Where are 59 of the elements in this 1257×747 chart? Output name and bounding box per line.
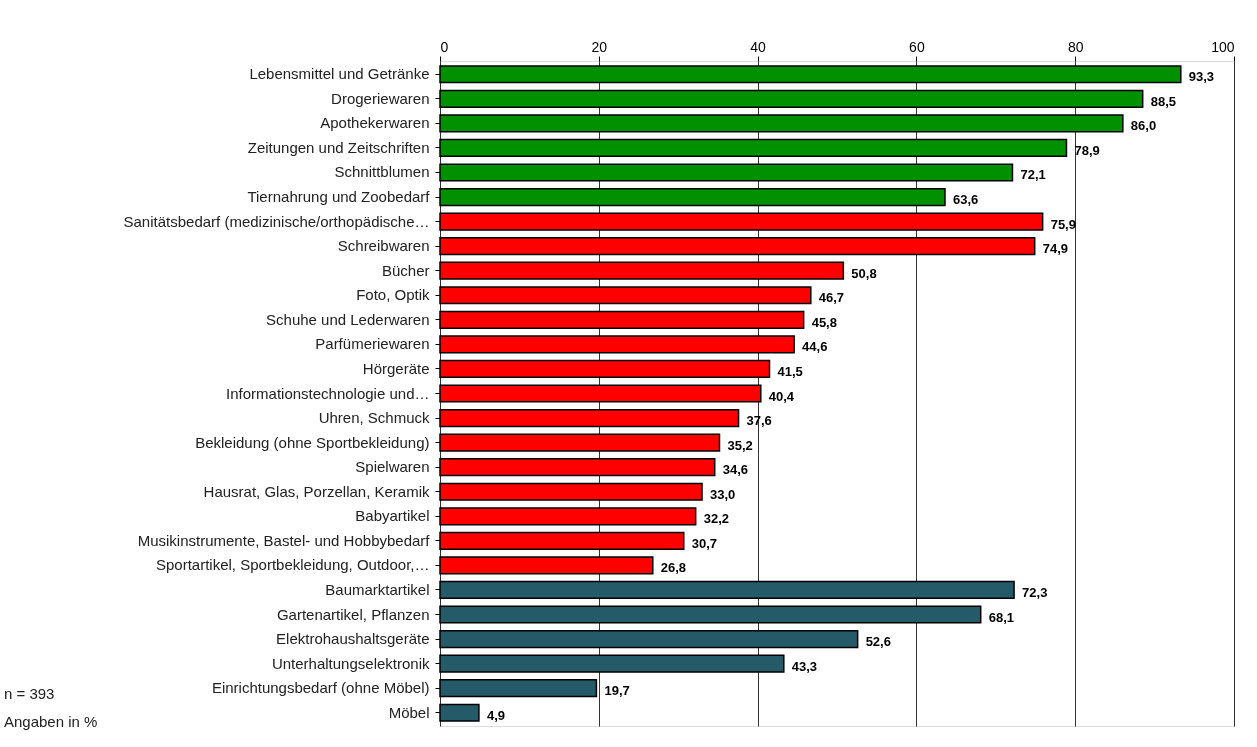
x-tick-label: 0 xyxy=(440,38,449,55)
y-tick-label: Schnittblumen xyxy=(334,163,430,181)
y-tick-label: Unterhaltungselektronik xyxy=(271,654,430,672)
y-tick-label: Babyartikel xyxy=(355,507,430,525)
data-label: 72,1 xyxy=(1020,167,1046,183)
x-tick-label: 60 xyxy=(909,38,925,55)
data-label: 40,4 xyxy=(768,388,795,404)
y-tick-label: Baumarktartikel xyxy=(325,580,430,598)
y-tick-label: Foto, Optik xyxy=(356,286,430,304)
data-label: 50,8 xyxy=(851,265,877,281)
data-label: 41,5 xyxy=(777,363,803,379)
data-label: 34,6 xyxy=(722,462,749,478)
data-label: 32,2 xyxy=(703,511,729,527)
y-tick-label: Zeitungen und Zeitschriften xyxy=(247,138,430,156)
data-label: 33,0 xyxy=(710,486,736,502)
x-tick-label: 80 xyxy=(1067,38,1084,55)
x-tick-label: 20 xyxy=(591,38,608,55)
y-tick-label: Schuhe und Lederwaren xyxy=(266,310,430,328)
data-label: 19,7 xyxy=(604,683,630,699)
y-tick-label: Spielwaren xyxy=(355,458,430,476)
y-tick-label: Bücher xyxy=(381,261,430,279)
y-tick-label: Sanitätsbedarf (medizinische/orthopädische… xyxy=(123,212,430,230)
data-label: 52,6 xyxy=(865,634,891,650)
y-tick-label: Hausrat, Glas, Porzellan, Keramik xyxy=(203,482,430,500)
y-tick-label: Hörgeräte xyxy=(362,359,430,377)
data-label: 46,7 xyxy=(818,290,845,306)
y-tick-label: Gartenartikel, Pflanzen xyxy=(276,605,430,623)
y-tick-label: Drogeriewaren xyxy=(331,89,430,107)
y-tick-label: Parfümeriewaren xyxy=(315,335,430,353)
y-tick-label: Möbel xyxy=(388,703,430,721)
y-tick-label: Uhren, Schmuck xyxy=(318,409,430,427)
x-tick-label: 100 xyxy=(1211,38,1235,55)
data-label: 72,3 xyxy=(1022,584,1048,600)
data-label: 63,6 xyxy=(952,192,979,208)
y-tick-label: Apothekerwaren xyxy=(320,114,430,132)
data-label: 26,8 xyxy=(660,560,687,576)
data-label: 74,9 xyxy=(1042,241,1069,257)
data-label: 43,3 xyxy=(791,658,818,674)
text: n = 393 xyxy=(4,685,55,702)
data-label: 45,8 xyxy=(811,314,837,330)
text: Angaben in % xyxy=(4,713,98,730)
y-tick-label: Lebensmittel und Getränke xyxy=(249,65,430,83)
y-tick-label: Tiernahrung und Zoobedarf xyxy=(247,188,431,206)
y-tick-label: Einrichtungsbedarf (ohne Möbel) xyxy=(211,679,430,697)
y-tick-label: Schreibwaren xyxy=(337,237,430,255)
data-label: 86,0 xyxy=(1130,118,1157,134)
x-tick-label: 40 xyxy=(750,38,767,55)
data-label: 93,3 xyxy=(1188,69,1215,85)
data-label: 4,9 xyxy=(486,707,505,723)
y-tick-label: Bekleidung (ohne Sportbekleidung) xyxy=(195,433,430,451)
data-label: 68,1 xyxy=(988,609,1015,625)
y-tick-label: Musikinstrumente, Bastel- und Hobbybedarf xyxy=(137,531,431,549)
data-label: 30,7 xyxy=(691,535,718,551)
data-label: 88,5 xyxy=(1150,93,1176,109)
y-tick-label: Elektrohaushaltsgeräte xyxy=(276,630,430,648)
data-label: 35,2 xyxy=(727,437,753,453)
data-label: 44,6 xyxy=(802,339,828,355)
y-tick-label: Informationstechnologie und… xyxy=(226,384,430,402)
y-tick-label: Sportartikel, Sportbekleidung, Outdoor,… xyxy=(156,556,430,574)
